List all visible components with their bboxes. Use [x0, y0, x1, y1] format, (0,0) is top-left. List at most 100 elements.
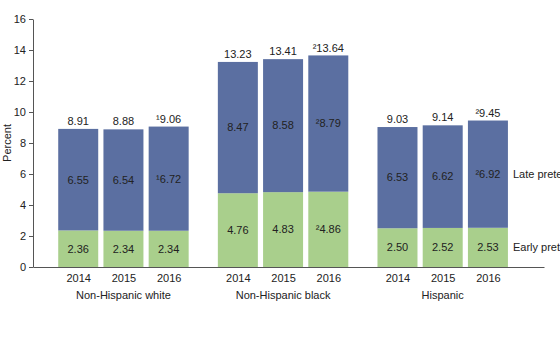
total-label: ²9.45 [475, 107, 500, 119]
legend-label: Late preterm [513, 168, 560, 180]
group-label: Hispanic [422, 289, 465, 301]
y-tick-label: 8 [20, 137, 26, 149]
y-tick-mark [29, 50, 33, 51]
x-tick: 2015 [271, 272, 295, 284]
group-label: Non-Hispanic black [236, 289, 331, 301]
segment-label: 2.50 [387, 241, 408, 253]
y-tick: 14 [14, 44, 33, 56]
y-axis-line [33, 20, 34, 268]
x-axis: 2014 2015 2016 2014 2015 2016 2014 2015 2016 [34, 268, 545, 284]
segment-label: 2.34 [113, 243, 134, 255]
x-tick: 2014 [66, 272, 90, 284]
legend-label: Early preterm [513, 241, 560, 253]
y-tick: 12 [14, 75, 33, 87]
x-tick: 2015 [431, 272, 455, 284]
x-tick-label: 2014 [226, 272, 250, 284]
x-tick-label: 2015 [112, 272, 136, 284]
total-label: 13.23 [224, 48, 252, 60]
bar-segment [58, 129, 98, 231]
total-label: 8.91 [68, 115, 89, 127]
segment-label: 6.55 [68, 174, 89, 186]
y-tick: 10 [14, 106, 33, 118]
segment-label: 8.58 [272, 119, 293, 131]
y-tick: 6 [20, 168, 33, 180]
y-tick-mark [29, 112, 33, 113]
x-tick-label: 2016 [476, 272, 500, 284]
group-label: Non-Hispanic white [76, 289, 171, 301]
bar-segment [149, 231, 189, 267]
chart: 0 2 4 6 8 10 12 14 16 Percent 2014 2015 2016 2014 2015… [0, 0, 560, 350]
bar-segment [149, 127, 189, 231]
x-tick: 2016 [476, 272, 500, 284]
x-tick-label: 2015 [431, 272, 455, 284]
y-tick: 2 [20, 230, 33, 242]
bar-segment [308, 55, 348, 191]
total-label: 8.88 [113, 115, 134, 127]
y-tick-label: 10 [14, 106, 26, 118]
segment-label: 6.53 [387, 171, 408, 183]
x-tick-label: 2016 [157, 272, 181, 284]
segment-label: 6.54 [113, 174, 134, 186]
total-label: 13.41 [269, 45, 297, 57]
bar-segment [218, 62, 258, 193]
segment-label: 8.47 [227, 121, 248, 133]
bar-segment [468, 121, 508, 228]
bar-segment [103, 129, 143, 230]
y-tick-mark [29, 19, 33, 20]
bar-segment [468, 228, 508, 267]
segment-label: 2.53 [477, 241, 498, 253]
bar-segment [423, 228, 463, 267]
y-tick-mark [29, 174, 33, 175]
y-axis-title: Percent [1, 124, 13, 162]
data-labels: 2.362.342.344.764.83²4.862.502.522.536.5… [68, 42, 501, 255]
total-label: 9.03 [387, 113, 408, 125]
y-tick-mark [29, 205, 33, 206]
x-tick: 2016 [157, 272, 181, 284]
segment-label: 2.34 [158, 243, 179, 255]
x-tick-label: 2016 [317, 272, 341, 284]
y-tick-label: 6 [20, 168, 26, 180]
x-tick: 2014 [386, 272, 410, 284]
y-tick-label: 14 [14, 44, 26, 56]
y-tick-mark [29, 267, 33, 268]
segment-label: ²4.86 [316, 223, 341, 235]
y-tick-label: 2 [20, 230, 26, 242]
y-tick: 4 [20, 199, 33, 211]
bar-segment [263, 192, 303, 267]
y-tick: 0 [20, 261, 33, 273]
total-label: 9.14 [432, 111, 453, 123]
x-axis-line [34, 267, 545, 268]
y-tick-mark [29, 143, 33, 144]
x-tick: 2015 [112, 272, 136, 284]
y-tick-label: 4 [20, 199, 26, 211]
bar-segment [377, 127, 417, 228]
bars [58, 55, 508, 267]
bar-segment [103, 231, 143, 267]
bar-segment [218, 193, 258, 267]
segment-label: 4.83 [272, 223, 293, 235]
x-tick-label: 2014 [386, 272, 410, 284]
segment-label: ¹6.72 [156, 173, 181, 185]
x-tick: 2014 [226, 272, 250, 284]
total-label: ²13.64 [313, 42, 344, 54]
legend: Early preterm Late preterm [513, 168, 560, 253]
x-tick-label: 2014 [66, 272, 90, 284]
bar-segment [308, 192, 348, 267]
segment-label: ²6.92 [475, 168, 500, 180]
y-tick: 8 [20, 137, 33, 149]
segment-label: ²8.79 [316, 117, 341, 129]
segment-label: 4.76 [227, 224, 248, 236]
segment-label: 6.62 [432, 170, 453, 182]
y-tick-label: 0 [20, 261, 26, 273]
total-label: ¹9.06 [156, 113, 181, 125]
y-tick-label: 12 [14, 75, 26, 87]
bar-segment [58, 230, 98, 267]
x-tick: 2016 [317, 272, 341, 284]
y-tick-mark [29, 236, 33, 237]
y-axis: 0 2 4 6 8 10 12 14 16 [14, 13, 34, 273]
y-tick-mark [29, 81, 33, 82]
bar-segment [377, 228, 417, 267]
y-tick-label: 16 [14, 13, 26, 25]
bar-segment [263, 59, 303, 192]
x-tick-label: 2015 [271, 272, 295, 284]
